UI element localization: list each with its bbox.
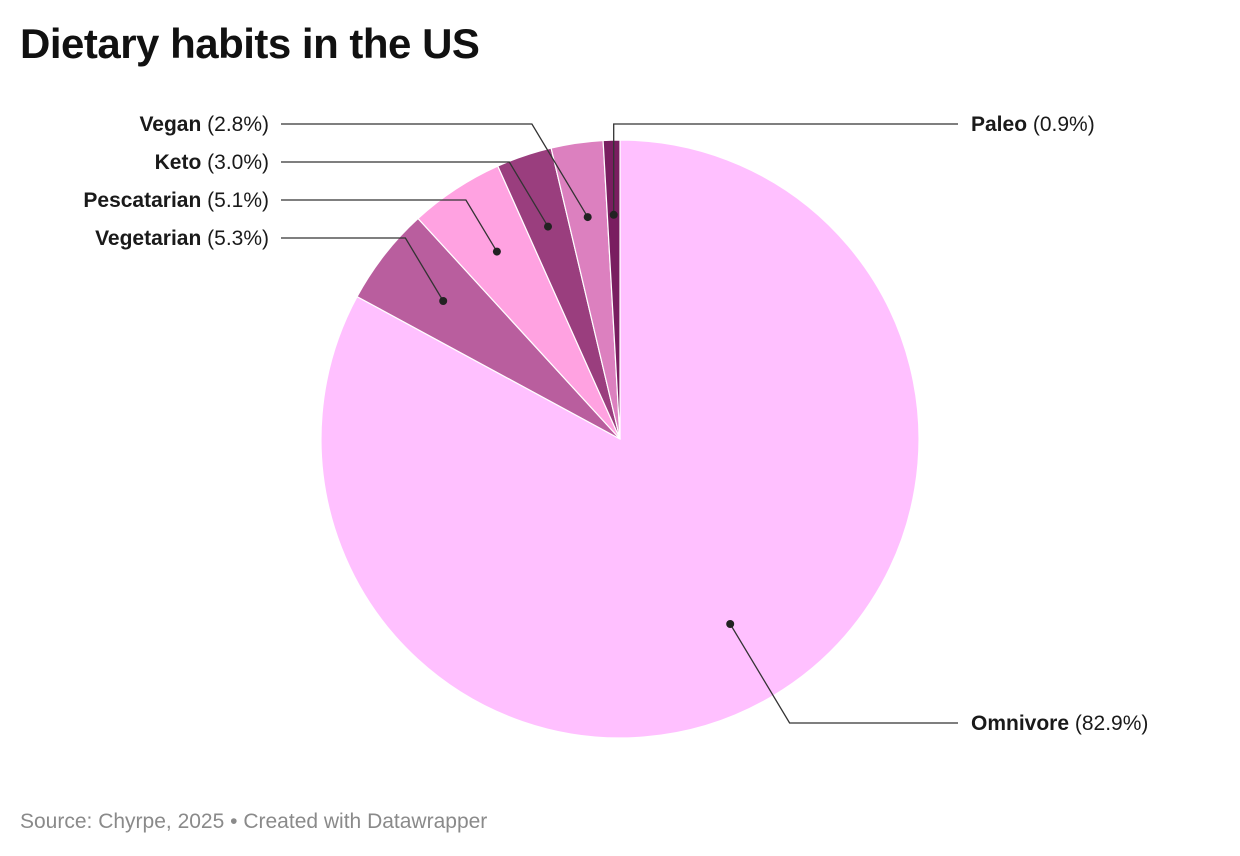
slice-label-vegetarian: Vegetarian (5.3%): [95, 227, 269, 250]
pie-chart: Omnivore (82.9%)Vegetarian (5.3%)Pescata…: [83, 113, 1148, 739]
leader-dot-keto: [544, 222, 552, 231]
footer-separator: •: [230, 810, 238, 833]
leader-line-omnivore: [729, 623, 958, 724]
credit-link[interactable]: Created with Datawrapper: [243, 810, 488, 833]
slice-label-name: Paleo: [971, 113, 1027, 136]
slice-label-paleo: Paleo (0.9%): [971, 113, 1095, 136]
leader-line-keto: [281, 161, 549, 227]
source-note: Source: Chyrpe, 2025: [20, 810, 225, 833]
slice-label-value: (82.9%): [1069, 712, 1148, 735]
slice-label-pescatarian: Pescatarian (5.1%): [83, 189, 269, 212]
leader-line-vegan: [281, 123, 589, 218]
leader-dot-vegan: [583, 213, 592, 222]
chart-title: Dietary habits in the US: [20, 20, 480, 67]
chart-footer: Source: Chyrpe, 2025 • Created with Data…: [20, 810, 487, 834]
slice-label-value: (3.0%): [201, 151, 269, 174]
leader-dot-pescatarian: [492, 247, 501, 256]
slice-labels: Omnivore (82.9%)Vegetarian (5.3%)Pescata…: [83, 113, 1148, 735]
slice-label-name: Vegan: [139, 113, 201, 136]
slice-label-value: (5.1%): [201, 189, 269, 212]
slice-label-value: (5.3%): [201, 227, 269, 250]
slice-label-name: Vegetarian: [95, 227, 201, 250]
slice-label-name: Pescatarian: [83, 189, 201, 212]
slice-label-vegan: Vegan (2.8%): [139, 113, 269, 136]
slice-label-name: Keto: [155, 151, 202, 174]
pie-slices: [320, 139, 920, 739]
leader-dot-vegetarian: [439, 297, 448, 305]
slice-label-name: Omnivore: [971, 712, 1069, 735]
leader-dot-paleo: [609, 210, 618, 219]
slice-label-value: (2.8%): [201, 113, 269, 136]
leader-dot-omnivore: [726, 620, 735, 628]
slice-label-value: (0.9%): [1027, 113, 1095, 136]
slice-label-keto: Keto (3.0%): [155, 151, 269, 174]
leader-line-vegetarian: [281, 237, 444, 302]
leader-lines: [281, 123, 958, 724]
slice-label-omnivore: Omnivore (82.9%): [971, 712, 1148, 735]
leader-line-pescatarian: [281, 199, 498, 252]
leader-line-paleo: [613, 123, 958, 215]
